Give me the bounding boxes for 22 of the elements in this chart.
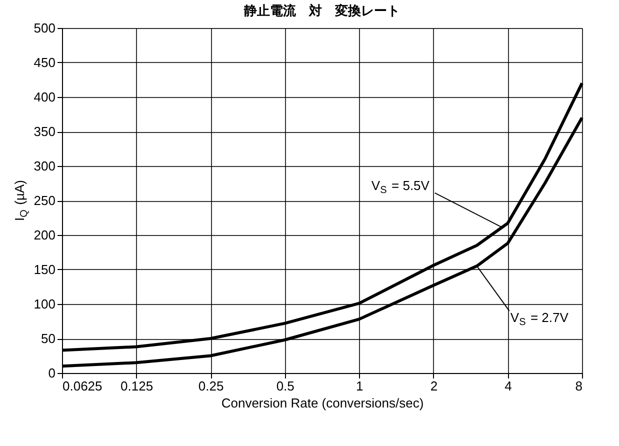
x-axis-title: Conversion Rate (conversions/sec) xyxy=(221,396,424,410)
y-tick-label: 0 xyxy=(48,366,56,380)
y-tick-label: 450 xyxy=(34,55,56,70)
y-axis-title: IQ (µA) xyxy=(12,180,30,221)
y-tick-label: 300 xyxy=(34,158,56,174)
y-tick-label: 150 xyxy=(34,262,56,277)
y-tick-label: 250 xyxy=(34,193,56,208)
x-tick-label: 1 xyxy=(356,378,364,394)
y-tick-label: 200 xyxy=(34,228,56,242)
x-tick-label: 8 xyxy=(575,378,582,394)
y-tick-label: 400 xyxy=(34,90,56,104)
chart-title: 静止電流 対 変換レート xyxy=(243,3,400,19)
x-tick-label: 0.0625 xyxy=(62,378,102,394)
x-tick-label: 0.5 xyxy=(276,378,294,394)
y-tick-label: 100 xyxy=(34,296,56,312)
y-tick-label: 50 xyxy=(41,331,56,346)
x-tick-label: 2 xyxy=(430,378,438,394)
y-tick-label: 500 xyxy=(34,20,56,36)
y-tick-label: 350 xyxy=(34,124,56,139)
x-tick-label: 0.25 xyxy=(198,378,224,394)
x-tick-label: 0.125 xyxy=(120,378,154,394)
x-tick-label: 4 xyxy=(504,378,512,394)
